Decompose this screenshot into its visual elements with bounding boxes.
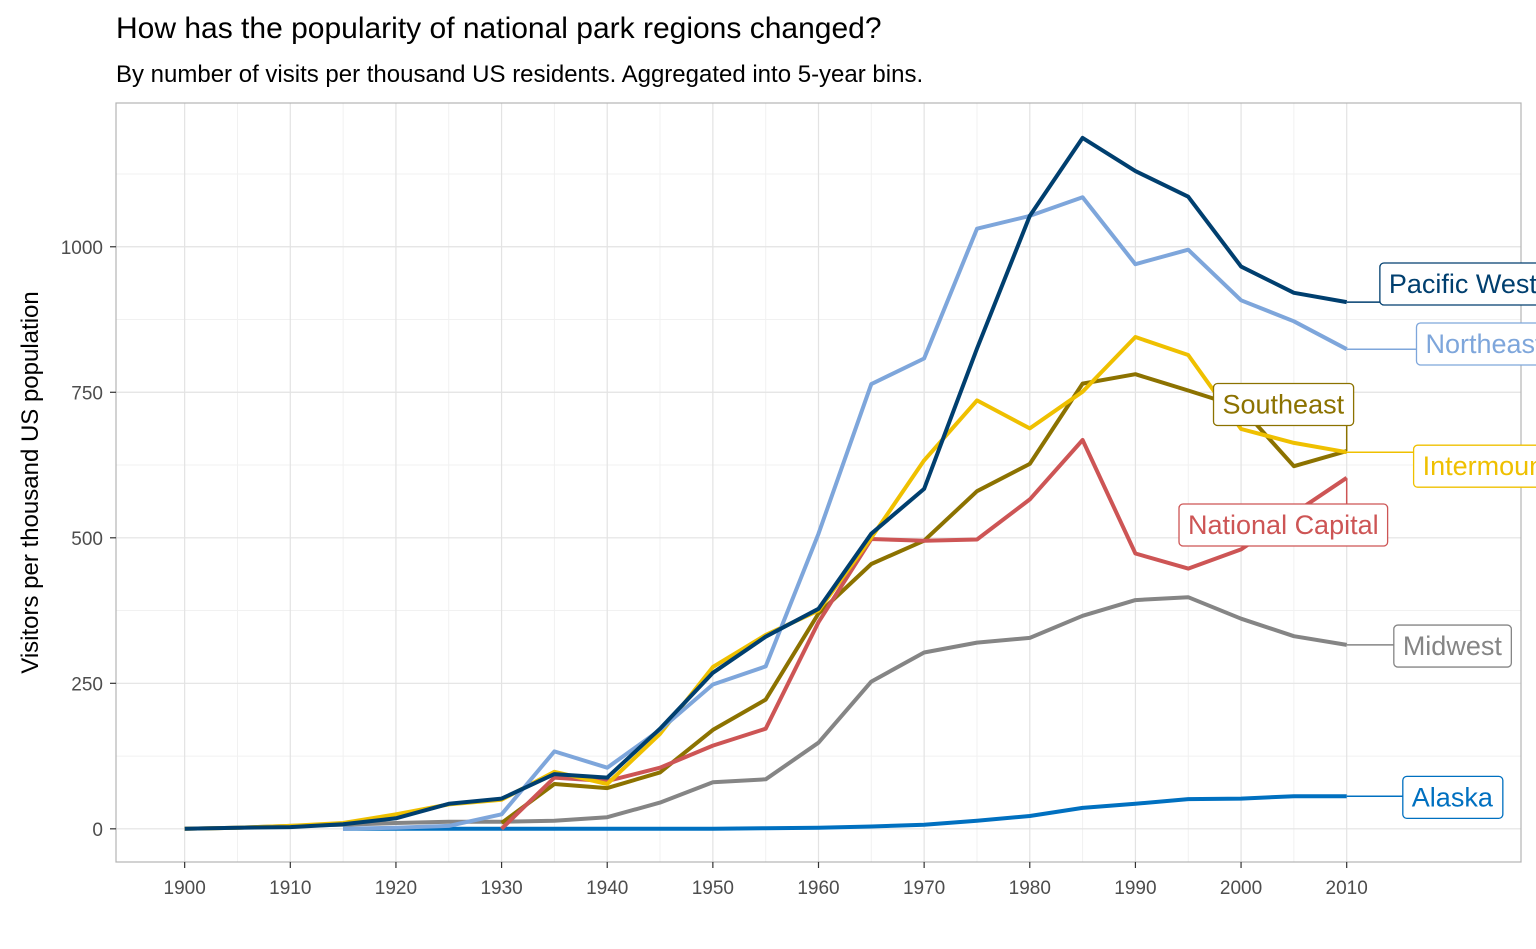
y-tick-label: 750	[71, 383, 103, 404]
series-line	[500, 438, 1348, 831]
series-label-box	[1212, 382, 1355, 427]
series-label-text: Alaska	[1412, 782, 1494, 812]
x-tick-label: 1970	[903, 878, 945, 899]
series-label: Northeast	[1415, 322, 1536, 366]
y-tick-label: 250	[71, 674, 103, 695]
series-label-text: National Capital	[1188, 510, 1379, 540]
x-tick-label: 1930	[480, 878, 522, 899]
series-label: Alaska	[1402, 775, 1504, 820]
chart-subtitle: By number of visits per thousand US resi…	[116, 61, 924, 88]
series-line	[184, 595, 1348, 831]
y-axis-label: Visitors per thousand US population	[17, 291, 44, 673]
y-tick-label: 1000	[61, 238, 103, 259]
series-label: National Capital	[1178, 503, 1389, 547]
x-tick-label: 1950	[692, 878, 734, 899]
x-tick-label: 2000	[1220, 878, 1262, 899]
series-label-box	[1379, 262, 1536, 306]
x-tick-label: 1920	[375, 878, 417, 899]
y-tick-label: 0	[92, 820, 103, 841]
series-label-text: Southeast	[1223, 390, 1345, 420]
series-line	[343, 794, 1347, 831]
x-tick-label: 1960	[797, 878, 839, 899]
series-label-text: Northeast	[1425, 329, 1536, 359]
chart-title: How has the popularity of national park …	[116, 12, 882, 45]
series-line	[184, 135, 1348, 831]
series-label-box	[1415, 322, 1536, 366]
series-label: Pacific West	[1379, 262, 1536, 306]
series-label-box	[1393, 624, 1512, 668]
x-tick-label: 1910	[269, 878, 311, 899]
x-tick-label: 1980	[1009, 878, 1051, 899]
series-label-box	[1178, 503, 1389, 547]
x-tick-label: 1900	[164, 878, 206, 899]
series-label: Midwest	[1393, 624, 1512, 668]
series-label-text: Intermountain	[1423, 451, 1536, 481]
series-line	[343, 195, 1348, 831]
x-tick-label: 1940	[586, 878, 628, 899]
series-label-box	[1412, 444, 1536, 488]
y-tick-label: 500	[71, 529, 103, 550]
series-label-text: Midwest	[1403, 631, 1503, 661]
series-label-box	[1402, 775, 1504, 820]
series-label-text: Pacific West	[1389, 269, 1536, 299]
series-label: Intermountain	[1412, 444, 1536, 488]
series-label: Southeast	[1212, 382, 1355, 427]
x-tick-label: 1990	[1114, 878, 1156, 899]
x-tick-label: 2010	[1326, 878, 1368, 899]
